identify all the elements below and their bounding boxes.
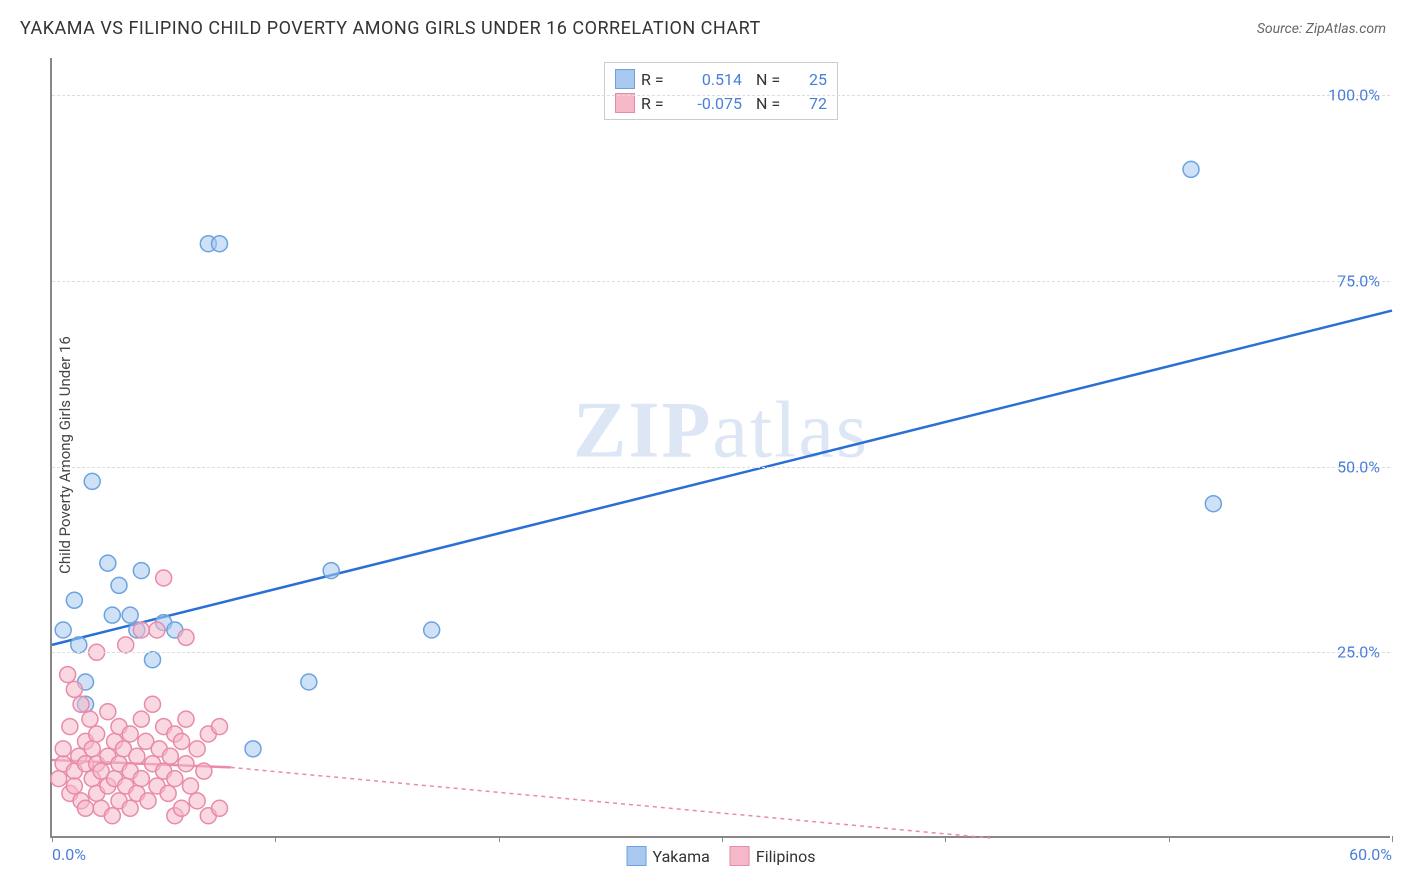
x-tick [945,836,946,842]
grid-line [52,467,1390,468]
data-point [145,652,161,668]
legend-r-label: R = [641,70,676,89]
data-point [66,778,82,794]
chart-svg [52,58,1390,836]
data-point [156,570,172,586]
y-tick-label: 50.0% [1337,457,1380,476]
grid-line [52,95,1390,96]
y-tick-label: 25.0% [1337,643,1380,662]
data-point [301,674,317,690]
legend-swatch [730,846,750,866]
data-point [84,473,100,489]
legend-n-label: N = [756,94,791,113]
data-point [73,696,89,712]
data-point [82,711,98,727]
data-point [55,741,71,757]
data-point [78,800,94,816]
data-point [189,741,205,757]
series-legend: Yakama Filipinos [627,846,816,866]
plot-area: ZIPatlas R =0.514N =25R =-0.075N =72 Yak… [50,58,1390,838]
data-point [55,622,71,638]
x-tick [499,836,500,842]
data-point [1205,496,1221,512]
x-tick [52,836,53,842]
correlation-legend: R = 0.514 N = 25 R = -0.075 N = 72 [604,62,838,120]
trend-line-ext [231,767,990,838]
data-point [84,741,100,757]
data-point [111,577,127,593]
legend-label: Yakama [653,847,710,866]
data-point [1183,161,1199,177]
data-point [66,681,82,697]
data-point [160,785,176,801]
data-point [212,800,228,816]
x-tick [722,836,723,842]
data-point [162,748,178,764]
data-point [149,622,165,638]
data-point [178,629,194,645]
legend-swatch [615,69,635,89]
data-point [245,741,261,757]
legend-swatch [627,846,647,866]
legend-r-value: -0.075 [682,94,742,113]
data-point [323,563,339,579]
data-point [122,607,138,623]
data-point [89,726,105,742]
legend-label: Filipinos [756,847,816,866]
data-point [133,711,149,727]
data-point [104,808,120,824]
x-tick-label: 0.0% [52,845,86,864]
legend-item: Filipinos [730,846,816,866]
x-tick [1392,836,1393,842]
data-point [129,748,145,764]
legend-r-label: R = [641,94,676,113]
x-tick [1169,836,1170,842]
x-tick [275,836,276,842]
data-point [196,763,212,779]
y-tick-label: 75.0% [1337,271,1380,290]
data-point [212,719,228,735]
chart-title: YAKAMA VS FILIPINO CHILD POVERTY AMONG G… [20,18,761,39]
data-point [182,778,198,794]
data-point [178,711,194,727]
data-point [178,756,194,772]
data-point [104,607,120,623]
data-point [122,726,138,742]
data-point [62,719,78,735]
y-tick-label: 100.0% [1328,86,1380,105]
data-point [118,637,134,653]
legend-row: R = 0.514 N = 25 [615,67,827,91]
data-point [140,793,156,809]
data-point [133,563,149,579]
data-point [100,555,116,571]
data-point [174,733,190,749]
legend-r-value: 0.514 [682,70,742,89]
data-point [122,800,138,816]
data-point [60,667,76,683]
data-point [71,637,87,653]
data-point [133,771,149,787]
data-point [212,236,228,252]
x-tick-label: 60.0% [1349,845,1392,864]
legend-n-label: N = [756,70,791,89]
legend-item: Yakama [627,846,710,866]
source-attribution: Source: ZipAtlas.com [1257,21,1386,37]
grid-line [52,281,1390,282]
data-point [133,622,149,638]
data-point [189,793,205,809]
trend-line [52,311,1392,645]
data-point [424,622,440,638]
data-point [167,771,183,787]
legend-n-value: 72 [797,94,827,113]
data-point [145,696,161,712]
data-point [100,704,116,720]
data-point [174,800,190,816]
data-point [51,771,67,787]
grid-line [52,652,1390,653]
legend-n-value: 25 [797,70,827,89]
data-point [66,592,82,608]
